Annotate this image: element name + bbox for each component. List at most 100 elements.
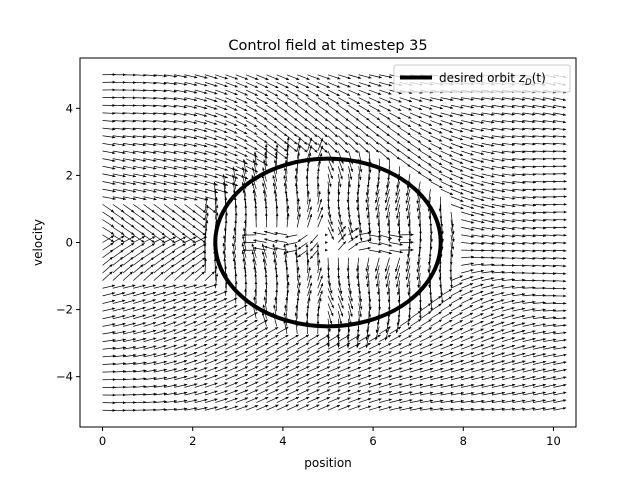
quiver-arrowhead <box>253 231 257 235</box>
quiver-arrowhead <box>553 323 557 327</box>
quiver-arrowhead <box>438 303 442 307</box>
quiver-arrowhead <box>193 306 197 309</box>
quiver-arrowhead <box>449 146 453 149</box>
quiver-arrowhead <box>328 328 331 333</box>
quiver-arrowhead <box>152 306 156 310</box>
quiver-arrowhead <box>244 77 249 80</box>
quiver-arrowhead <box>131 243 135 246</box>
quiver-arrowhead <box>394 200 398 204</box>
quiver-arrowhead <box>399 375 403 379</box>
quiver-arrowhead <box>265 404 269 408</box>
quiver-arrowhead <box>522 97 526 101</box>
quiver-arrowhead <box>480 298 484 301</box>
quiver-arrowhead <box>501 336 505 340</box>
quiver-arrowhead <box>359 314 362 318</box>
quiver-arrowhead <box>387 299 391 303</box>
quiver-arrowhead <box>272 251 276 255</box>
quiver-arrowhead <box>512 391 516 395</box>
quiver-arrowhead <box>232 235 236 239</box>
quiver-arrowhead <box>213 291 218 294</box>
quiver-arrowhead <box>511 120 515 124</box>
quiver-arrowhead <box>522 211 526 215</box>
quiver-arrowhead <box>244 146 248 150</box>
quiver-arrowhead <box>397 315 401 319</box>
quiver-arrowhead <box>244 343 248 346</box>
quiver-arrowhead <box>470 220 475 224</box>
quiver-arrowhead <box>304 133 308 137</box>
quiver-arrowhead <box>542 376 546 379</box>
quiver-arrowhead <box>491 220 495 224</box>
quiver-arrowhead <box>143 166 147 170</box>
quiver-arrowhead <box>532 120 536 124</box>
quiver-arrowhead <box>326 374 331 377</box>
quiver-arrowhead <box>275 85 279 89</box>
quiver-arrowhead <box>109 256 113 260</box>
quiver-arrowhead <box>399 235 403 239</box>
quiver-arrowhead <box>532 407 536 411</box>
quiver-arrowhead <box>120 239 125 243</box>
quiver-arrowhead <box>480 336 484 340</box>
quiver-arrowhead <box>469 297 473 301</box>
quiver-arrowhead <box>337 207 341 211</box>
quiver-arrowhead <box>162 299 167 302</box>
quiver-arrowhead <box>409 406 413 410</box>
quiver-arrowhead <box>522 196 526 200</box>
quiver-arrowhead <box>408 99 412 103</box>
quiver-arrowhead <box>297 246 301 250</box>
quiver-arrowhead <box>130 250 134 253</box>
quiver-arrowhead <box>337 389 341 393</box>
quiver-arrowhead <box>430 391 434 395</box>
quiver-arrowhead <box>325 110 329 113</box>
quiver-arrowhead <box>367 322 371 326</box>
quiver-arrowhead <box>501 375 505 379</box>
quiver-arrowhead <box>501 391 505 395</box>
quiver-arrowhead <box>194 367 198 371</box>
quiver-arrowhead <box>184 174 188 178</box>
quiver-arrowhead <box>222 174 226 178</box>
quiver-arrowhead <box>183 336 187 340</box>
quiver-arrowhead <box>386 292 390 296</box>
quiver-arrowhead <box>274 148 278 151</box>
quiver-arrowhead <box>330 175 333 180</box>
quiver-arrowhead <box>241 250 245 254</box>
quiver-arrowhead <box>419 407 423 410</box>
quiver-arrowhead <box>501 105 505 109</box>
quiver-arrowhead <box>285 373 289 377</box>
quiver-arrowhead <box>141 217 145 221</box>
quiver-arrowhead <box>459 145 464 149</box>
quiver-arrowhead <box>397 299 401 303</box>
quiver-arrowhead <box>234 389 238 393</box>
quiver-arrowhead <box>374 268 378 272</box>
quiver-arrowhead <box>275 144 279 148</box>
quiver-arrowhead <box>387 335 392 338</box>
quiver-arrowhead <box>469 290 473 293</box>
quiver-arrowhead <box>355 199 359 203</box>
quiver-arrowhead <box>365 141 369 145</box>
quiver-arrowhead <box>194 174 198 178</box>
quiver-arrowhead <box>334 126 339 130</box>
quiver-arrowhead <box>563 331 567 335</box>
quiver-arrowhead <box>368 299 372 303</box>
quiver-arrowhead <box>512 407 516 411</box>
quiver-arrowhead <box>563 164 567 168</box>
quiver-arrowhead <box>471 391 475 395</box>
quiver-arrowhead <box>481 360 485 363</box>
quiver-arrowhead <box>234 312 238 316</box>
quiver-arrowhead <box>261 312 265 316</box>
quiver-arrowhead <box>450 285 453 288</box>
quiver-arrowhead <box>377 100 381 104</box>
quiver-arrowhead <box>203 284 208 287</box>
quiver-arrowhead <box>214 144 218 148</box>
quiver-arrowhead <box>129 271 133 275</box>
quiver-arrowhead <box>203 106 208 110</box>
quiver-arrowhead <box>471 383 475 387</box>
quiver-arrowhead <box>318 297 322 301</box>
quiver-arrowhead <box>532 391 536 395</box>
quiver-arrowhead <box>310 248 314 252</box>
quiver-arrowhead <box>460 352 464 355</box>
quiver-arrowhead <box>386 322 390 326</box>
quiver-arrowhead <box>163 360 167 364</box>
quiver-arrowhead <box>563 309 567 313</box>
quiver-arrowhead <box>263 159 266 163</box>
